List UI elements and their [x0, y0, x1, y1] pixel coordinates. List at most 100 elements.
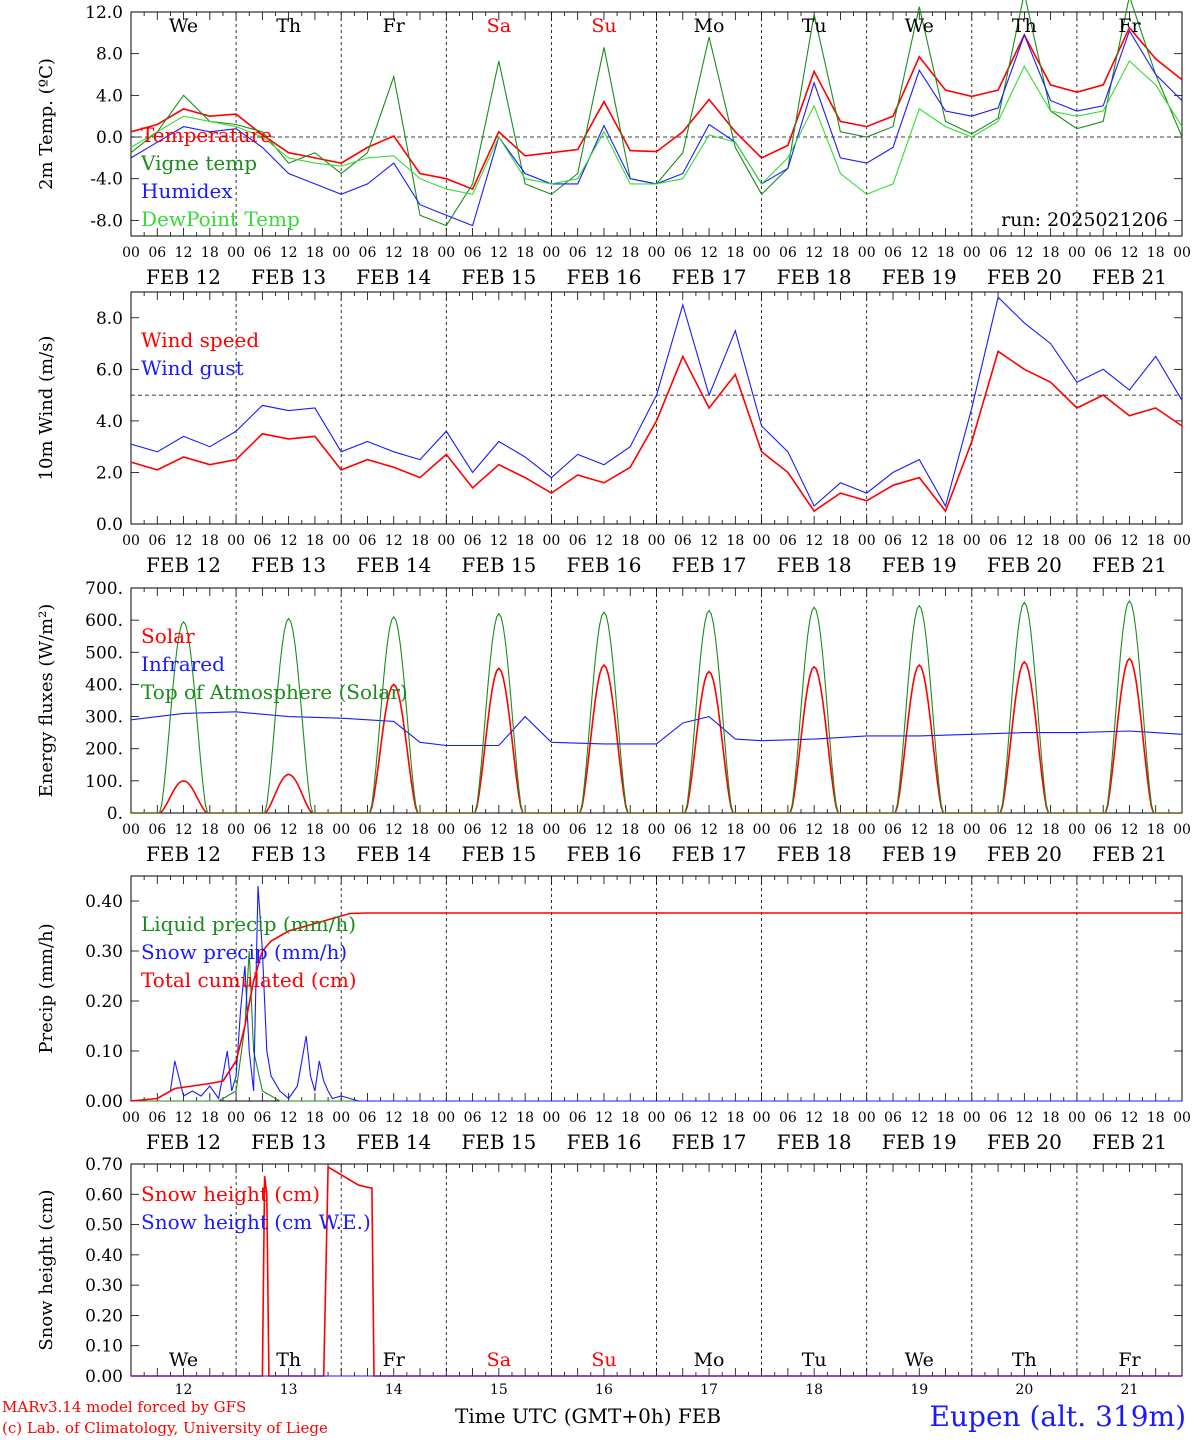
date-label: FEB 15 — [461, 842, 536, 866]
y-tick-label: 0.00 — [85, 1367, 123, 1387]
hour-tick-label: 06 — [989, 822, 1007, 838]
y-tick-label: 0.0 — [96, 128, 123, 148]
weekday-label: Th — [1012, 15, 1037, 37]
hour-tick-label: 00 — [332, 1110, 350, 1126]
date-label: FEB 16 — [566, 553, 641, 577]
hour-tick-label: 18 — [516, 1110, 534, 1126]
series-line — [130, 711, 1183, 747]
day-number-label: 16 — [595, 1382, 613, 1398]
legend-entry: Temperature — [141, 123, 272, 147]
date-label: FEB 20 — [987, 553, 1062, 577]
hour-tick-label: 00 — [1068, 822, 1086, 838]
hour-tick-label: 00 — [332, 533, 350, 549]
hour-tick-label: 18 — [1042, 1110, 1060, 1126]
hour-tick-label: 00 — [542, 245, 560, 261]
date-label: FEB 19 — [882, 842, 957, 866]
date-label: FEB 16 — [566, 1130, 641, 1154]
hour-tick-label: 00 — [753, 245, 771, 261]
date-label: FEB 13 — [251, 842, 326, 866]
date-label: FEB 14 — [356, 842, 431, 866]
hour-tick-label: 18 — [832, 1110, 850, 1126]
hour-tick-label: 12 — [910, 822, 928, 838]
hour-tick-label: 06 — [359, 822, 377, 838]
hour-tick-label: 12 — [280, 822, 298, 838]
hour-tick-label: 12 — [280, 245, 298, 261]
hour-tick-label: 06 — [779, 245, 797, 261]
hour-tick-label: 00 — [122, 1110, 140, 1126]
hour-tick-label: 18 — [306, 822, 324, 838]
hour-tick-label: 12 — [805, 822, 823, 838]
weekday-label: Fr — [383, 1349, 406, 1371]
hour-tick-label: 18 — [306, 245, 324, 261]
day-number-label: 12 — [175, 1382, 193, 1398]
date-label: FEB 17 — [672, 553, 747, 577]
series-line — [130, 60, 1183, 195]
hour-tick-label: 18 — [621, 1110, 639, 1126]
y-tick-label: 0.20 — [85, 1306, 123, 1326]
panel-frame — [130, 11, 1183, 237]
hour-tick-label: 18 — [411, 245, 429, 261]
hour-tick-label: 06 — [989, 533, 1007, 549]
hour-tick-label: 06 — [674, 822, 692, 838]
hour-tick-label: 18 — [937, 1110, 955, 1126]
date-label: FEB 19 — [882, 1130, 957, 1154]
y-tick-label: 0. — [107, 804, 123, 824]
hour-tick-label: 06 — [253, 533, 271, 549]
weekday-label: We — [905, 1349, 934, 1371]
hour-tick-label: 06 — [1094, 533, 1112, 549]
y-tick-label: 0.10 — [85, 1042, 123, 1062]
legend-entry: Snow height (cm W.E.) — [141, 1210, 371, 1234]
y-tick-label: 2.0 — [96, 463, 123, 483]
hour-tick-label: 18 — [726, 533, 744, 549]
hour-tick-label: 12 — [700, 245, 718, 261]
date-label: FEB 17 — [672, 1130, 747, 1154]
hour-tick-label: 12 — [280, 1110, 298, 1126]
date-label: FEB 18 — [777, 1130, 852, 1154]
hour-tick-label: 12 — [805, 1110, 823, 1126]
day-number-label: 15 — [490, 1382, 508, 1398]
hour-tick-label: 18 — [201, 822, 219, 838]
y-tick-label: 100. — [85, 772, 123, 792]
date-label: FEB 14 — [356, 553, 431, 577]
legend-entry: Snow height (cm) — [141, 1182, 320, 1206]
weekday-label: We — [905, 15, 934, 37]
hour-tick-label: 00 — [227, 533, 245, 549]
date-label: FEB 20 — [987, 1130, 1062, 1154]
date-label: FEB 13 — [251, 1130, 326, 1154]
date-label: FEB 12 — [146, 842, 221, 866]
hour-tick-label: 00 — [122, 822, 140, 838]
hour-tick-label: 12 — [1015, 822, 1033, 838]
hour-tick-label: 00 — [963, 822, 981, 838]
date-label: FEB 12 — [146, 265, 221, 289]
hour-tick-label: 12 — [490, 533, 508, 549]
hour-tick-label: 12 — [805, 245, 823, 261]
hour-tick-label: 00 — [1173, 245, 1191, 261]
series-line — [130, 885, 1182, 1102]
y-tick-label: 0.30 — [85, 942, 123, 962]
hour-tick-label: 12 — [385, 1110, 403, 1126]
hour-tick-label: 06 — [148, 822, 166, 838]
y-tick-label: -4.0 — [90, 170, 123, 190]
hour-tick-label: 00 — [753, 1110, 771, 1126]
hour-tick-label: 18 — [832, 533, 850, 549]
hour-tick-label: 06 — [253, 245, 271, 261]
hour-tick-label: 06 — [1094, 1110, 1112, 1126]
hour-tick-label: 18 — [726, 822, 744, 838]
y-axis-label: Precip (mm/h) — [36, 923, 57, 1053]
y-tick-label: 8.0 — [96, 309, 123, 329]
hour-tick-label: 18 — [201, 245, 219, 261]
hour-tick-label: 12 — [595, 533, 613, 549]
hour-tick-label: 18 — [1042, 245, 1060, 261]
hour-tick-label: 18 — [621, 533, 639, 549]
hour-tick-label: 12 — [1121, 822, 1139, 838]
hour-tick-label: 06 — [779, 822, 797, 838]
weekday-label: Th — [1012, 1349, 1037, 1371]
legend-entry: Wind speed — [141, 328, 259, 352]
hour-tick-label: 18 — [832, 245, 850, 261]
model-credit: MARv3.14 model forced by GFS — [2, 1398, 247, 1416]
y-axis-label: Snow height (cm) — [36, 1189, 57, 1350]
hour-tick-label: 18 — [726, 245, 744, 261]
hour-tick-label: 06 — [674, 1110, 692, 1126]
hour-tick-label: 06 — [148, 245, 166, 261]
